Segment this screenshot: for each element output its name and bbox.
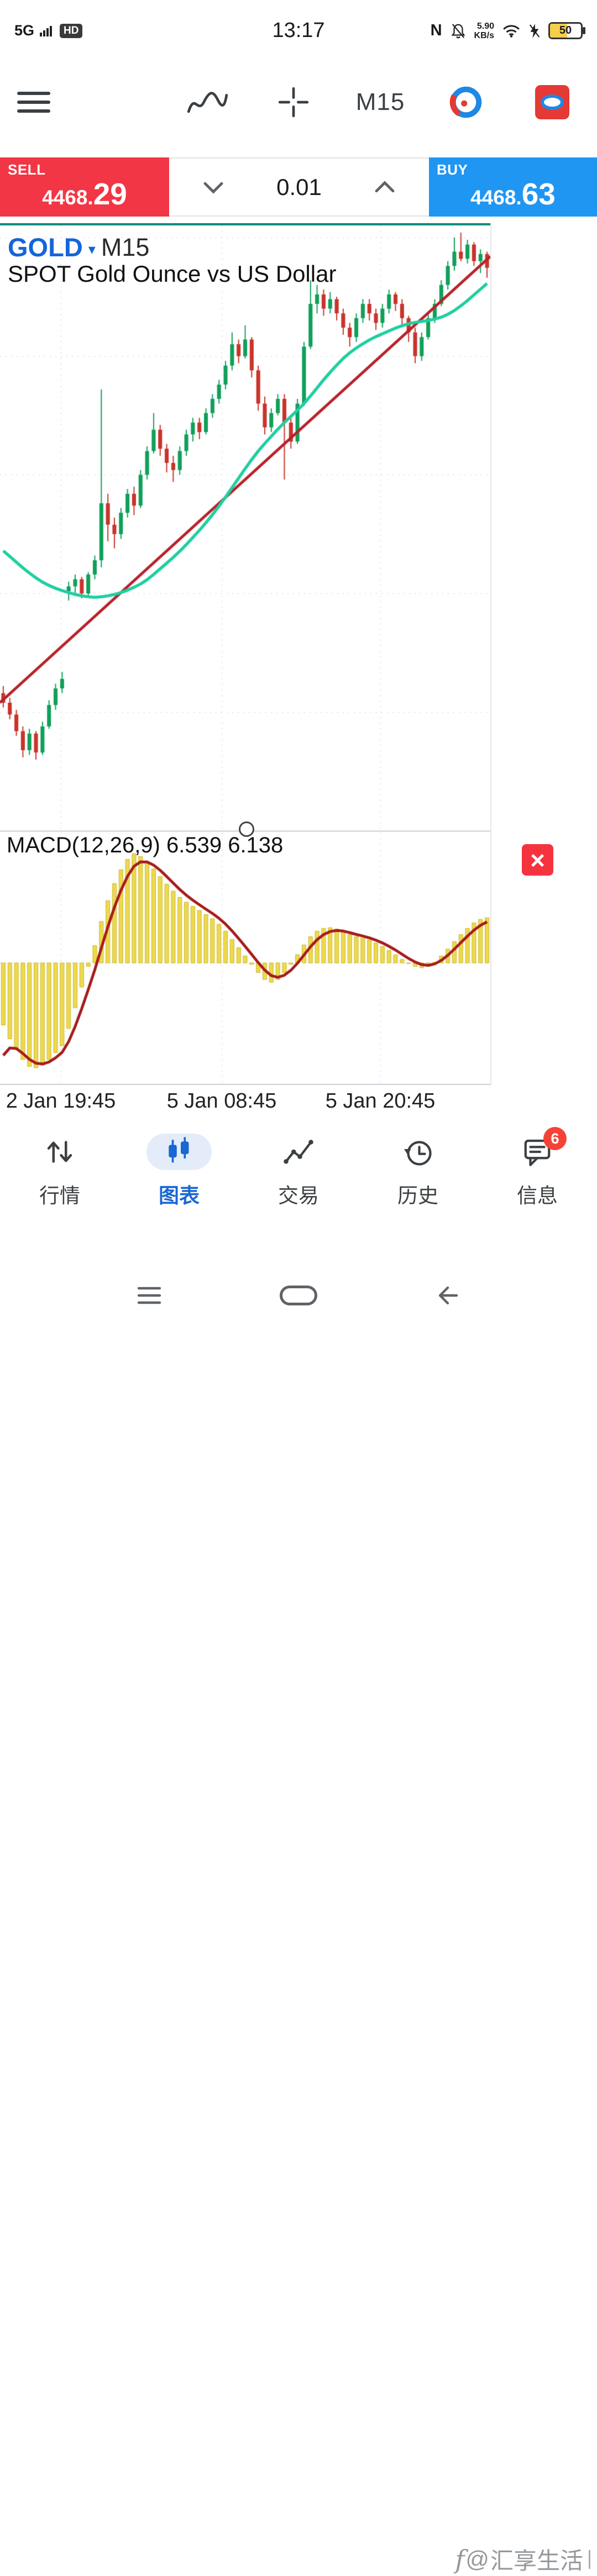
indicators-icon <box>449 86 482 118</box>
volume-stepper: 0.01 <box>169 157 429 217</box>
chart-timeframe: M15 <box>101 233 150 261</box>
buy-button[interactable]: BUY 4468. 63 <box>429 157 597 217</box>
home-button[interactable] <box>276 1276 321 1315</box>
cursor-mark <box>589 2549 590 2569</box>
nav-history[interactable]: 历史 <box>363 1134 473 1209</box>
close-icon: × <box>530 845 545 875</box>
home-icon <box>280 1286 317 1305</box>
chevron-down-icon <box>203 182 223 194</box>
unread-count-badge: 6 <box>543 1127 567 1150</box>
time-axis-label: 5 Jan 08:45 <box>166 1089 277 1113</box>
new-chart-button[interactable] <box>185 55 229 149</box>
hd-voice-icon: HD <box>60 23 83 38</box>
time-axis: 2 Jan 19:45 5 Jan 08:45 5 Jan 20:45 <box>0 1089 597 1118</box>
nav-quotes[interactable]: 行情 <box>4 1134 115 1209</box>
trade-panel: SELL 4468. 29 0.01 BUY 4468. 63 <box>0 157 597 217</box>
app-watermark: f @ 汇享生活 <box>455 2542 590 2576</box>
timeframe-label: M15 <box>355 88 405 115</box>
clock: 13:17 <box>272 19 325 42</box>
back-arrow-icon <box>438 1286 458 1305</box>
crosshair-icon <box>278 87 309 118</box>
bottom-navigation: 行情 图表 交易 历史 <box>0 1127 597 1209</box>
nav-trade[interactable]: 交易 <box>243 1134 354 1209</box>
history-clock-icon <box>404 1141 432 1166</box>
status-left-group: 5G HD <box>14 22 83 39</box>
symbol-description: SPOT Gold Ounce vs US Dollar <box>8 261 337 287</box>
status-right-group: N 5.90 KB/s 50 <box>430 21 585 40</box>
battery-icon: 50 <box>548 22 585 39</box>
buy-label: BUY <box>437 161 468 178</box>
network-speed: 5.90 KB/s <box>474 21 494 40</box>
wifi-icon <box>503 25 520 38</box>
app-toolbar: M15 <box>0 55 597 149</box>
battery-fill <box>550 24 567 38</box>
menu-button[interactable] <box>12 55 56 149</box>
recent-apps-button[interactable] <box>127 1276 171 1315</box>
indicators-button[interactable] <box>444 55 488 149</box>
buy-price: 4468. 63 <box>470 177 556 211</box>
chart-symbol: GOLD <box>8 233 83 262</box>
trade-line-icon <box>284 1140 313 1164</box>
chevron-up-icon <box>375 180 395 192</box>
volume-increase-button[interactable] <box>369 176 400 199</box>
symbol-selector[interactable]: GOLD ▾ M15 <box>8 232 149 262</box>
recent-apps-icon <box>137 1287 161 1304</box>
objects-icon <box>535 85 569 119</box>
nfc-icon: N <box>430 22 442 39</box>
crosshair-button[interactable] <box>271 55 316 149</box>
time-axis-label: 5 Jan 20:45 <box>325 1089 436 1113</box>
volume-decrease-button[interactable] <box>198 176 229 199</box>
pane-resize-handle[interactable] <box>239 821 254 837</box>
message-bubble-icon <box>524 1139 551 1166</box>
volume-value[interactable]: 0.01 <box>276 173 322 200</box>
hamburger-icon <box>17 92 50 113</box>
arrows-up-down-icon <box>47 1141 72 1163</box>
signal-strength-icon <box>40 25 53 36</box>
close-indicator-button[interactable]: × <box>522 844 553 876</box>
status-bar: 5G HD 13:17 N 5.90 KB/s 50 <box>0 0 597 52</box>
squiggle-chart-icon <box>187 92 228 113</box>
network-type-label: 5G <box>14 22 35 39</box>
candlestick-chart-icon <box>169 1137 189 1163</box>
sell-button[interactable]: SELL 4468. 29 <box>0 157 169 217</box>
nav-messages[interactable]: 6 信息 <box>482 1127 593 1209</box>
time-axis-label: 2 Jan 19:45 <box>6 1089 116 1113</box>
system-navigation-bar: f @ 汇享生活 <box>0 1265 597 2574</box>
nav-charts[interactable]: 图表 <box>124 1134 234 1209</box>
sell-price: 4468. 29 <box>42 177 127 211</box>
objects-button[interactable] <box>530 55 574 149</box>
sell-label: SELL <box>8 161 46 178</box>
symbol-dropdown-caret-icon: ▾ <box>88 241 96 257</box>
price-chart[interactable] <box>0 223 597 1085</box>
back-button[interactable] <box>426 1276 470 1315</box>
timeframe-button[interactable]: M15 <box>355 55 405 149</box>
mute-bell-icon <box>451 23 465 38</box>
power-bolt-icon <box>529 23 540 38</box>
macd-indicator-label: MACD(12,26,9) 6.539 6.138 <box>7 833 284 857</box>
